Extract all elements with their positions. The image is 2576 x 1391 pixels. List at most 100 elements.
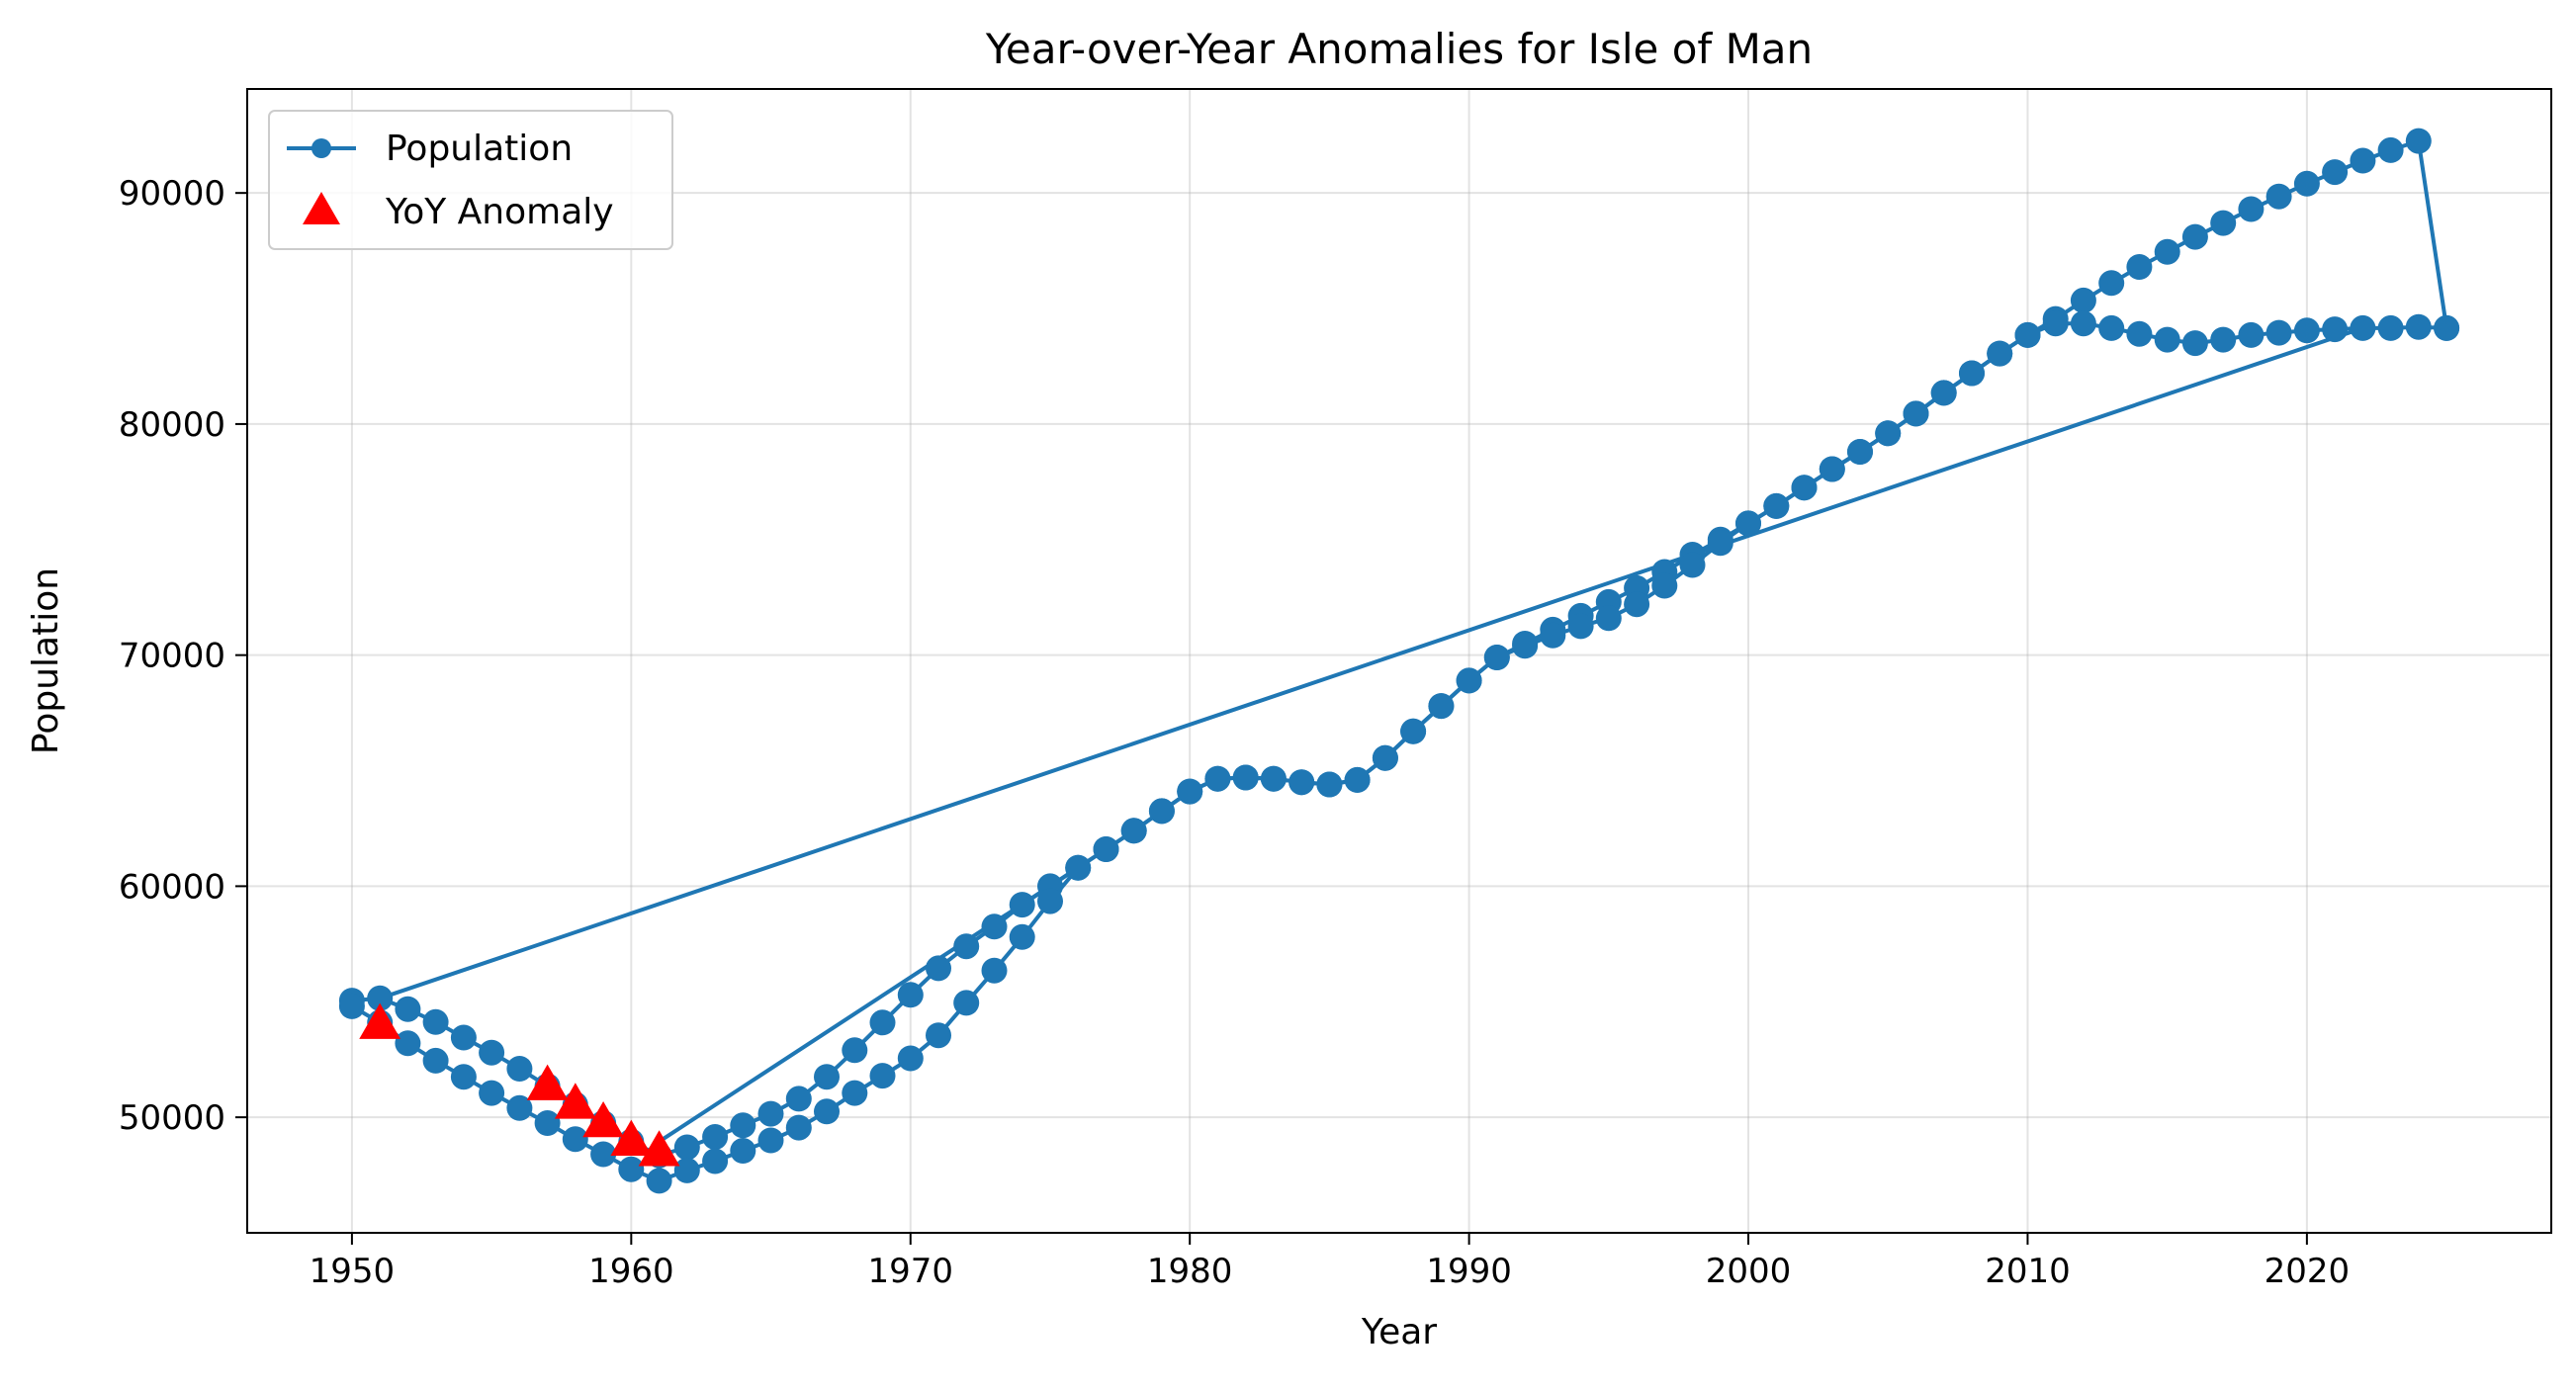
population-point — [2181, 223, 2208, 250]
population-point — [367, 985, 394, 1011]
population-point — [2126, 254, 2153, 280]
population-point — [506, 1056, 533, 1082]
population-point — [842, 1080, 868, 1106]
population-point — [618, 1156, 645, 1182]
population-point — [479, 1080, 505, 1106]
population-point — [757, 1100, 784, 1127]
population-point — [1624, 591, 1650, 618]
population-point — [2070, 310, 2096, 337]
population-point — [1679, 552, 1706, 578]
population-point — [2098, 270, 2125, 297]
population-point — [981, 957, 1008, 984]
population-point — [1930, 380, 1957, 406]
y-tick-label: 60000 — [119, 867, 225, 907]
population-point — [2126, 320, 2153, 347]
population-point — [1120, 818, 1147, 844]
anomaly-point — [638, 1130, 680, 1167]
legend-box — [268, 110, 673, 250]
y-tick-label: 50000 — [119, 1098, 225, 1138]
population-point — [2238, 321, 2265, 348]
y-axis-label: Population — [26, 567, 66, 754]
population-point — [2070, 287, 2096, 313]
population-point — [869, 1063, 896, 1089]
y-tick-label: 70000 — [119, 637, 225, 676]
population-point — [1232, 764, 1259, 791]
population-point — [2265, 183, 2292, 210]
plot-area — [338, 128, 2460, 1194]
population-point — [2181, 330, 2208, 357]
population-point — [926, 1022, 951, 1049]
population-point — [479, 1039, 505, 1066]
population-point — [534, 1110, 561, 1136]
anomaly-point — [526, 1064, 569, 1100]
population-point — [981, 913, 1008, 940]
population-point — [842, 1037, 868, 1064]
population-point — [450, 1064, 477, 1090]
population-point — [869, 1009, 896, 1036]
population-point — [2405, 128, 2432, 154]
population-point — [1959, 360, 1985, 387]
population-point — [2322, 316, 2349, 343]
population-point — [730, 1112, 756, 1139]
population-point — [1456, 667, 1482, 694]
population-point — [1093, 836, 1119, 862]
population-point — [2350, 147, 2376, 174]
population-point — [1651, 572, 1678, 599]
population-point — [338, 993, 365, 1019]
population-point — [1065, 854, 1092, 881]
anomaly-point — [610, 1119, 653, 1156]
legend-population-marker — [311, 138, 331, 158]
y-tick-label: 80000 — [119, 405, 225, 445]
population-point — [1847, 439, 1873, 465]
legend: Population YoY Anomaly — [268, 110, 673, 250]
axes-ticks: 1950 1960 1970 1980 1990 2000 2010 2020 50000 600… — [119, 174, 2350, 1291]
population-point — [2265, 319, 2292, 346]
legend-label-anomaly: YoY Anomaly — [385, 192, 614, 232]
population-point — [1707, 530, 1733, 557]
population-point — [450, 1024, 477, 1051]
population-point — [2377, 314, 2404, 341]
population-point — [1540, 622, 1566, 649]
legend-label-population: Population — [386, 129, 573, 169]
population-point — [2377, 136, 2404, 163]
population-point — [1009, 892, 1035, 918]
population-point — [562, 1126, 588, 1153]
y-tick-label: 90000 — [119, 174, 225, 214]
population-point — [814, 1098, 840, 1125]
population-point — [785, 1114, 812, 1141]
population-point — [1875, 420, 1902, 447]
anomaly-point — [582, 1100, 624, 1138]
population-point — [1428, 693, 1455, 720]
population-point — [2210, 210, 2237, 236]
x-tick-label: 1960 — [588, 1252, 674, 1291]
population-point — [1372, 744, 1398, 771]
anomaly-point — [554, 1083, 596, 1119]
population-point — [2042, 310, 2069, 337]
population-point — [422, 1008, 449, 1035]
population-point — [2154, 238, 2180, 265]
population-point — [1595, 605, 1622, 632]
population-point — [1344, 766, 1371, 793]
population-point — [395, 996, 421, 1022]
population-point — [506, 1094, 533, 1121]
population-point — [673, 1134, 700, 1161]
population-point — [2405, 313, 2432, 340]
population-point — [897, 1045, 924, 1072]
population-line — [658, 866, 1080, 1144]
population-point — [897, 982, 924, 1008]
population-point — [953, 933, 980, 960]
population-point — [1903, 400, 1929, 427]
legend-anomaly-marker — [303, 192, 340, 224]
population-point — [673, 1157, 700, 1183]
population-line — [379, 326, 2364, 1000]
x-tick-label: 1980 — [1147, 1252, 1233, 1291]
population-point — [2293, 317, 2320, 344]
population-point — [1260, 765, 1287, 792]
population-point — [1037, 888, 1063, 914]
population-point — [2434, 314, 2460, 341]
population-point — [1009, 923, 1035, 950]
population-point — [2293, 170, 2320, 197]
population-line — [350, 321, 2447, 1183]
